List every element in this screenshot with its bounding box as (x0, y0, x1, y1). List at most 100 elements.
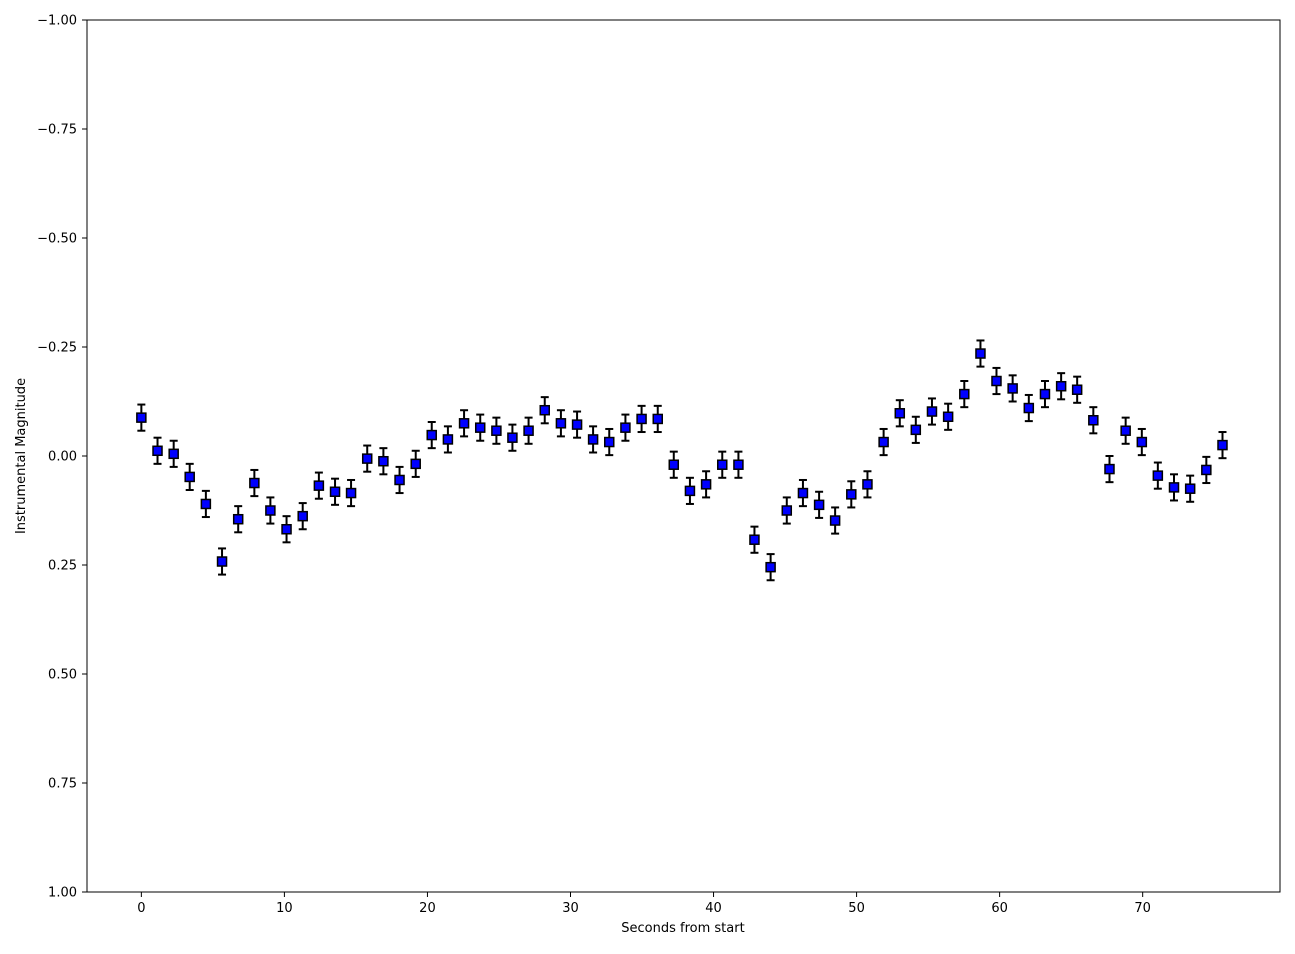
data-point (717, 450, 728, 479)
data-marker (829, 515, 841, 526)
data-point (749, 525, 760, 554)
data-marker (636, 413, 647, 425)
y-tick-label: 0.25 (48, 559, 77, 574)
x-tick-label: 60 (991, 901, 1008, 916)
data-marker (781, 505, 793, 516)
data-point (1055, 372, 1067, 401)
data-point (829, 506, 841, 535)
data-marker (1217, 439, 1228, 451)
data-marker (862, 479, 873, 490)
data-point (1104, 455, 1115, 484)
data-marker (1184, 483, 1196, 494)
data-point (442, 425, 454, 454)
data-marker (700, 479, 712, 490)
data-point (1217, 431, 1228, 460)
data-point (878, 427, 889, 457)
x-tick-label: 10 (276, 901, 293, 916)
data-point (894, 399, 906, 428)
data-marker (749, 534, 760, 545)
data-marker (361, 453, 373, 464)
data-point (959, 380, 970, 409)
data-marker (168, 448, 179, 460)
data-marker (281, 523, 292, 535)
data-point (781, 496, 793, 525)
x-tick-label: 50 (848, 901, 865, 916)
data-marker (878, 436, 889, 448)
data-marker (1120, 425, 1131, 436)
data-marker (894, 408, 906, 419)
x-tick-label: 30 (562, 901, 579, 916)
data-marker (765, 561, 776, 573)
data-point (797, 478, 809, 508)
data-marker (604, 436, 615, 448)
data-marker (249, 477, 260, 489)
data-marker (136, 412, 147, 423)
y-axis-label: Instrumental Magnitude (14, 378, 29, 534)
x-tick-label: 40 (705, 901, 722, 916)
data-point (184, 462, 195, 492)
data-point (813, 490, 825, 519)
data-marker (684, 485, 696, 497)
data-marker (426, 429, 437, 441)
data-marker (1023, 402, 1035, 414)
data-marker (474, 422, 486, 433)
data-marker (926, 406, 938, 417)
data-marker (975, 348, 986, 359)
data-marker (620, 422, 631, 433)
data-marker (184, 471, 195, 483)
data-marker (1007, 383, 1018, 394)
data-marker (717, 459, 728, 470)
data-point (361, 444, 373, 473)
data-point (394, 465, 405, 495)
data-marker (1104, 463, 1115, 475)
data-marker (523, 425, 534, 436)
data-point (378, 447, 389, 476)
y-tick-label: −1.00 (37, 14, 77, 29)
data-point (1136, 427, 1148, 457)
data-point (507, 423, 518, 452)
x-tick-label: 0 (137, 901, 145, 916)
data-marker (232, 513, 244, 525)
data-point (474, 413, 486, 442)
data-marker (1168, 482, 1180, 493)
data-point (975, 339, 986, 368)
data-marker (329, 486, 341, 498)
data-point (1120, 416, 1131, 445)
data-point (426, 420, 437, 450)
data-point (410, 449, 421, 478)
data-point (555, 409, 567, 438)
data-marker (1055, 380, 1067, 392)
data-point (152, 436, 163, 465)
data-point (232, 505, 244, 534)
y-axis: −1.00 −0.75 −0.50 −0.25 0.00 0.25 0.50 0.75 1.00 (37, 14, 87, 901)
data-marker (378, 455, 389, 467)
data-marker (910, 424, 922, 436)
data-point (668, 450, 680, 479)
data-point (313, 471, 325, 500)
plot-frame (86, 19, 1281, 893)
data-marker (846, 489, 857, 500)
x-axis-label: Seconds from start (621, 921, 744, 936)
data-marker (991, 375, 1002, 387)
data-marker (1088, 414, 1099, 426)
data-point (265, 496, 276, 525)
data-point (491, 416, 502, 445)
data-marker (1136, 436, 1148, 448)
data-marker (1039, 388, 1051, 400)
data-marker (507, 432, 518, 443)
data-marker (458, 418, 470, 429)
data-marker (313, 480, 325, 491)
data-point (991, 366, 1002, 396)
data-point (700, 470, 712, 499)
data-marker (152, 445, 163, 457)
data-point (1088, 406, 1099, 435)
data-marker (297, 510, 308, 522)
data-marker (571, 419, 583, 430)
y-tick-label: 0.75 (48, 777, 77, 792)
data-point (652, 404, 664, 434)
y-tick-label: −0.50 (37, 232, 77, 247)
data-point (539, 396, 550, 425)
data-marker (216, 556, 228, 567)
data-point (571, 410, 583, 439)
